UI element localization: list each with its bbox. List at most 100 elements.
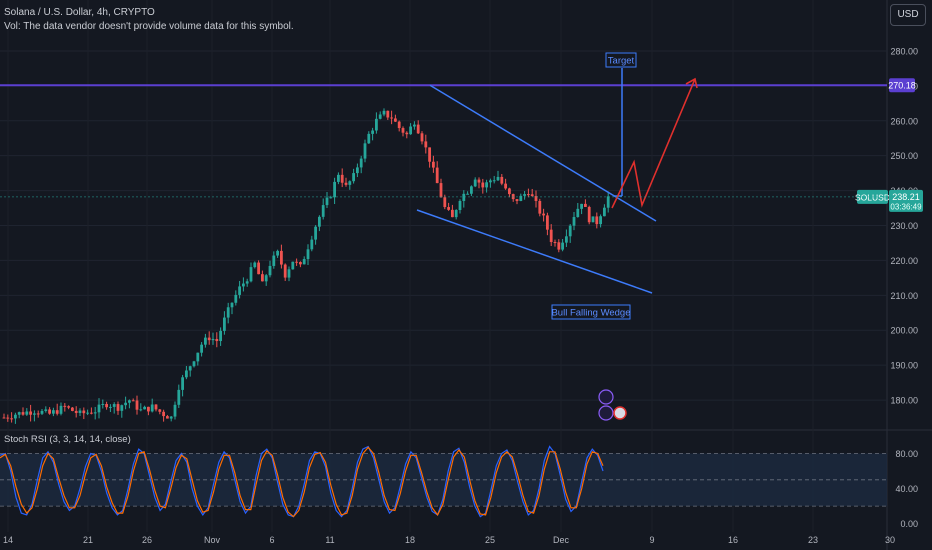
candle-body	[454, 210, 458, 218]
candle-body	[109, 406, 112, 408]
candle-body	[36, 413, 40, 415]
target-price-value: 270.18	[888, 81, 916, 91]
candle-body	[44, 409, 48, 411]
candle-body	[546, 215, 549, 230]
candle-body	[230, 302, 234, 308]
candle-body	[527, 194, 530, 196]
candle-body	[181, 377, 184, 390]
candle-body	[363, 143, 367, 159]
y-tick-label: 280.00	[890, 46, 918, 56]
candle-body	[318, 216, 321, 227]
candle-body	[120, 405, 124, 411]
candle-body	[169, 416, 173, 419]
candle-body	[2, 417, 6, 419]
candle-body	[439, 183, 443, 198]
candle-body	[470, 186, 473, 194]
candle-body	[428, 147, 431, 162]
candle-body	[287, 269, 291, 278]
candle-body	[257, 262, 260, 275]
candle-body	[534, 196, 538, 201]
candle-body	[473, 179, 477, 187]
candle-body	[519, 195, 523, 201]
rsi-y-tick-label: 0.00	[900, 519, 918, 529]
candle-body	[78, 410, 82, 413]
candle-body	[6, 417, 10, 419]
symbol-badge-text: SOLUSD	[855, 192, 890, 202]
candle-body	[268, 265, 272, 276]
candle-body	[424, 141, 428, 148]
candle-body	[200, 344, 203, 353]
candle-body	[139, 409, 143, 411]
candle-body	[485, 182, 488, 188]
candle-body	[291, 261, 295, 270]
x-tick-label: 21	[83, 535, 93, 545]
target-price-badge	[889, 78, 915, 93]
candle-body	[306, 249, 310, 260]
candle-body	[249, 267, 253, 282]
projection-path	[611, 78, 696, 209]
candle-body	[359, 158, 363, 168]
candle-body	[413, 124, 416, 127]
rsi-d-line	[0, 446, 604, 518]
candle-body	[443, 197, 447, 208]
candle-body	[280, 250, 283, 265]
rsi-title: Stoch RSI (3, 3, 14, 14, close)	[4, 434, 131, 445]
candle-body	[154, 404, 158, 410]
candle-body	[86, 412, 89, 414]
candle-body	[211, 338, 215, 341]
candle-body	[587, 206, 591, 223]
x-tick-label: Nov	[204, 535, 221, 545]
currency-button[interactable]: USD	[890, 4, 926, 26]
candle-body	[166, 416, 169, 419]
x-tick-label: 30	[885, 535, 895, 545]
x-tick-label: 9	[649, 535, 654, 545]
candle-body	[553, 242, 557, 244]
candle-body	[382, 110, 386, 115]
candle-body	[584, 203, 587, 207]
candle-body	[14, 414, 17, 419]
candle-body	[451, 209, 454, 218]
candle-body	[340, 174, 344, 183]
candle-body	[82, 410, 86, 414]
candle-body	[242, 283, 245, 287]
candle-body	[329, 197, 333, 199]
rsi-k-line	[0, 445, 604, 518]
wedge-annotation: Bull Falling Wedge	[551, 308, 630, 319]
y-tick-label: 200.00	[890, 326, 918, 336]
candle-body	[188, 366, 192, 371]
y-tick-label: 260.00	[890, 116, 918, 126]
candle-body	[158, 409, 162, 412]
candle-body	[150, 404, 154, 412]
current-price-value: 238.21	[892, 192, 920, 202]
candle-body	[219, 330, 222, 342]
candle-body	[207, 337, 211, 341]
candle-body	[572, 217, 576, 226]
candle-body	[371, 130, 374, 134]
candle-body	[295, 261, 298, 263]
candle-body	[25, 411, 29, 415]
candle-body	[97, 404, 101, 413]
y-tick-label: 220.00	[890, 256, 918, 266]
volume-notice: Vol: The data vendor doesn't provide vol…	[4, 21, 294, 32]
y-tick-label: 180.00	[890, 396, 918, 406]
countdown-value: 03:36:49	[890, 202, 922, 211]
candle-body	[135, 400, 139, 410]
candle-body	[59, 405, 63, 414]
candle-body	[124, 402, 127, 406]
x-tick-label: 25	[485, 535, 495, 545]
candle-body	[245, 281, 249, 284]
candle-body	[90, 412, 93, 414]
candle-body	[435, 167, 439, 184]
candle-body	[143, 406, 146, 410]
candle-body	[93, 412, 97, 414]
candle-body	[55, 410, 59, 414]
x-tick-label: 16	[728, 535, 738, 545]
candle-body	[10, 418, 13, 420]
candle-body	[523, 194, 526, 196]
wedge-lower-trendline	[416, 209, 653, 294]
x-tick-label: 11	[325, 535, 334, 545]
candle-body	[177, 389, 181, 405]
candle-body	[226, 307, 230, 318]
candle-body	[390, 117, 393, 119]
